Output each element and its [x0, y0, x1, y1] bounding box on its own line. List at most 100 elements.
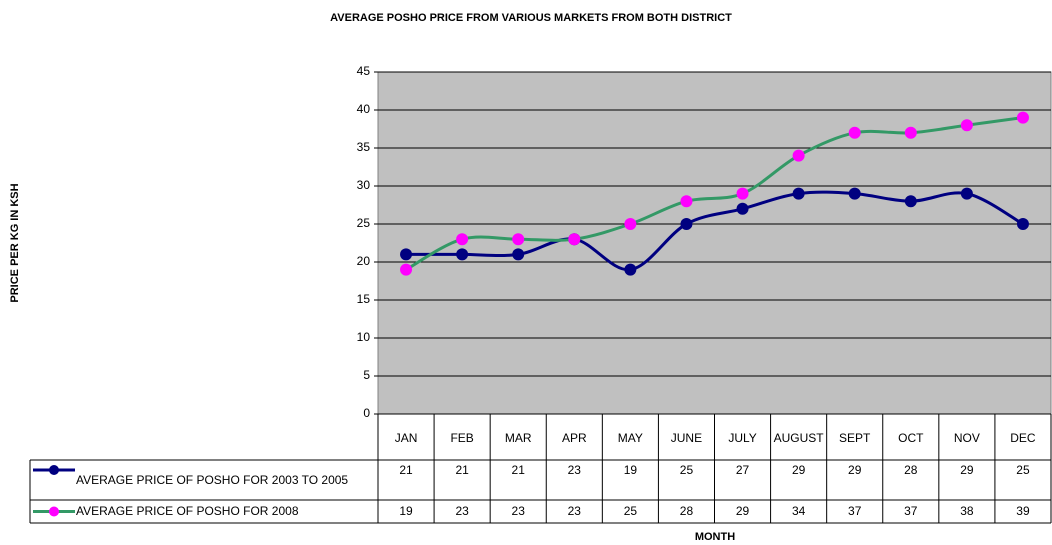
table-value: 28	[679, 504, 694, 518]
x-tick-label-box: JULY	[728, 430, 757, 445]
table-value: 29	[791, 462, 806, 477]
legend-marker	[49, 465, 59, 475]
point-marker	[736, 187, 749, 200]
table-value-box: 37	[848, 504, 862, 518]
y-tick-label: 0	[363, 406, 370, 420]
table-value: 23	[455, 504, 469, 518]
table-value-box: 29	[960, 462, 974, 477]
point-marker	[904, 195, 917, 208]
point-marker	[792, 149, 805, 162]
y-tick-label: 45	[357, 64, 371, 78]
table-value-box: 34	[791, 504, 806, 518]
table-value-box: 19	[623, 462, 638, 477]
table-value: 23	[567, 504, 581, 518]
legend-label: AVERAGE PRICE OF POSHO FOR 2008	[76, 504, 299, 518]
table-value: 23	[511, 504, 525, 518]
table-value-box: 19	[399, 504, 413, 518]
x-tick-label: APR	[561, 430, 587, 445]
x-tick-label: FEB	[450, 430, 474, 445]
legend-label-box: AVERAGE PRICE OF POSHO FOR 2008	[76, 504, 299, 518]
table-value: 21	[511, 462, 525, 477]
x-tick-label: JUNE	[670, 430, 703, 445]
point-marker	[400, 263, 413, 276]
table-value-box: 25	[679, 462, 694, 477]
table-value-box: 39	[1016, 504, 1030, 518]
y-tick-label: 10	[357, 330, 371, 344]
y-tick-label: 15	[357, 292, 371, 306]
point-marker	[792, 187, 805, 200]
table-value: 29	[848, 462, 862, 477]
x-tick-label: OCT	[898, 430, 924, 445]
x-tick-label-box: MAR	[504, 430, 532, 445]
point-marker	[848, 187, 861, 200]
table-value-box: 29	[848, 462, 862, 477]
table-value-box: 27	[735, 462, 750, 477]
y-tick-label: 30	[357, 178, 371, 192]
table-value-box: 29	[791, 462, 806, 477]
table-value: 37	[904, 504, 918, 518]
x-tick-label: DEC	[1010, 430, 1036, 445]
x-tick-label-box: SEPT	[839, 430, 871, 445]
table-value: 39	[1016, 504, 1030, 518]
table-value-box: 25	[623, 504, 638, 518]
table-value: 34	[791, 504, 806, 518]
table-value-box: 38	[960, 504, 974, 518]
point-marker	[512, 248, 525, 261]
x-tick-label: JAN	[394, 430, 418, 445]
y-tick-label: 25	[357, 216, 371, 230]
table-value: 25	[623, 504, 638, 518]
table-value: 19	[623, 462, 638, 477]
table-value: 25	[679, 462, 694, 477]
x-tick-label-box: JUNE	[670, 430, 703, 445]
table-value: 25	[1016, 462, 1030, 477]
table-value: 37	[848, 504, 862, 518]
y-tick-label: 5	[363, 368, 370, 382]
point-marker	[680, 195, 693, 208]
point-marker	[624, 263, 637, 276]
plot-area	[377, 71, 1052, 415]
y-axis-label: PRICE PER KG IN KSH	[9, 183, 21, 302]
table-value-box: 23	[511, 504, 525, 518]
table-value: 21	[455, 462, 469, 477]
point-marker	[456, 248, 469, 261]
x-axis-label: MONTH	[695, 531, 735, 543]
x-tick-label: SEPT	[839, 430, 871, 445]
table-value-box: 29	[735, 504, 750, 518]
y-tick-label: 20	[357, 254, 371, 268]
point-marker	[1016, 111, 1029, 124]
x-tick-label-box: DEC	[1010, 430, 1036, 445]
table-value-box: 28	[904, 462, 918, 477]
point-marker	[960, 187, 973, 200]
y-tick-label: 35	[357, 140, 371, 154]
x-tick-label-box: OCT	[898, 430, 924, 445]
x-tick-label: MAY	[617, 430, 643, 445]
point-marker	[904, 126, 917, 139]
x-tick-label-box: NOV	[953, 430, 980, 445]
table-value: 29	[960, 462, 974, 477]
legend-label-box: AVERAGE PRICE OF POSHO FOR 2003 TO 2005	[76, 472, 349, 487]
chart-title: AVERAGE POSHO PRICE FROM VARIOUS MARKETS…	[330, 12, 732, 24]
x-tick-label: AUGUST	[773, 430, 824, 445]
table-value-box: 21	[511, 462, 525, 477]
table-value-box: 28	[679, 504, 694, 518]
point-marker	[960, 119, 973, 132]
x-tick-label: NOV	[953, 430, 980, 445]
table-value-box: 25	[1016, 462, 1030, 477]
legend-label: AVERAGE PRICE OF POSHO FOR 2003 TO 2005	[76, 472, 349, 487]
x-tick-label-box: AUGUST	[773, 430, 824, 445]
x-tick-label: MAR	[504, 430, 532, 445]
x-tick-label-box: APR	[561, 430, 587, 445]
table-value: 21	[399, 462, 413, 477]
table-value: 29	[735, 504, 750, 518]
point-marker	[568, 233, 581, 246]
x-tick-label: JULY	[728, 430, 757, 445]
point-marker	[512, 233, 525, 246]
table-value: 38	[960, 504, 974, 518]
table-value: 27	[735, 462, 750, 477]
table-value: 28	[904, 462, 918, 477]
x-tick-label-box: FEB	[450, 430, 474, 445]
table-value-box: 21	[455, 462, 469, 477]
point-marker	[680, 218, 693, 230]
table-value: 19	[399, 504, 413, 518]
